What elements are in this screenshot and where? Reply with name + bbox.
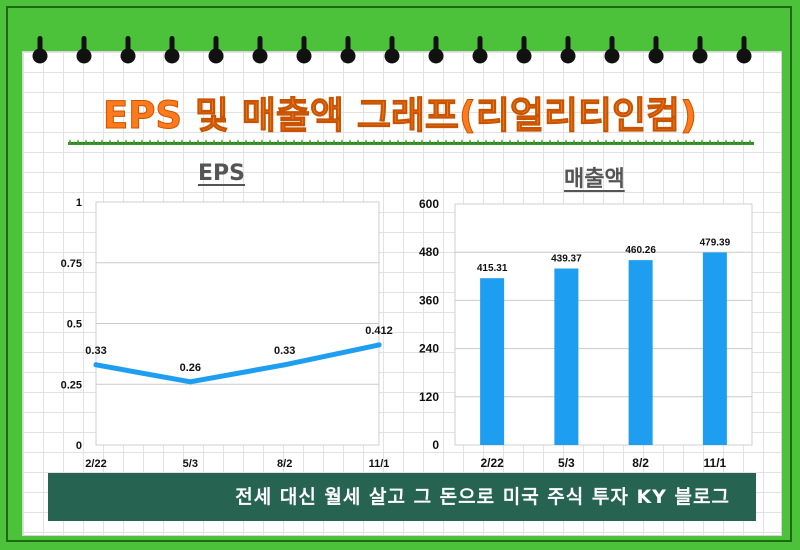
- revenue-bar-chart: 0 120 240 360 480 600 2/22 5/3 8/2 11/1 415.31 43…: [419, 197, 753, 470]
- eps-data-label: 0.33: [85, 345, 106, 357]
- revenue-xtick-label: 11/1: [704, 456, 727, 470]
- eps-point: [282, 362, 288, 368]
- revenue-ytick-label: 0: [432, 438, 439, 452]
- binder-ring-icon: [164, 36, 180, 66]
- revenue-bar: [628, 260, 653, 445]
- binder-ring-icon: [692, 36, 708, 66]
- eps-ytick-label: 0.75: [61, 258, 82, 270]
- revenue-data-label: 415.31: [477, 263, 508, 274]
- binder-ring-icon: [76, 36, 92, 66]
- eps-ytick-label: 1: [76, 197, 82, 209]
- page-title: EPS 및 매출액 그래프(리얼리티인컴): [102, 94, 698, 138]
- eps-xtick-label: 11/1: [369, 458, 390, 470]
- revenue-chart-title: 매출액: [564, 167, 625, 192]
- eps-ytick-label: 0: [76, 440, 82, 452]
- revenue-data-label: 460.26: [625, 245, 656, 256]
- binder-ring-icon: [120, 36, 136, 66]
- eps-chart-title: EPS: [198, 161, 245, 186]
- binder-ring-icon: [560, 36, 576, 66]
- eps-ytick-label: 0.25: [61, 379, 82, 391]
- eps-xtick-label: 5/3: [183, 458, 198, 470]
- eps-data-label: 0.26: [180, 362, 201, 374]
- revenue-ytick-label: 360: [419, 293, 439, 307]
- revenue-data-label: 479.39: [700, 237, 731, 248]
- revenue-ytick-label: 240: [419, 342, 439, 356]
- eps-data-label: 0.33: [274, 345, 295, 357]
- revenue-ytick-label: 120: [419, 390, 439, 404]
- revenue-xtick-label: 8/2: [632, 456, 649, 470]
- revenue-data-label: 439.37: [551, 254, 582, 265]
- revenue-bar: [480, 278, 505, 445]
- eps-xtick-label: 2/22: [85, 458, 106, 470]
- eps-line-chart: 0 0.25 0.5 0.75 1 2/22 5/3 8/2 11/1 0.33 0.26 0.3…: [61, 197, 393, 470]
- binder-ring-icon: [32, 36, 48, 66]
- binder-ring-icon: [736, 36, 752, 66]
- revenue-bar: [554, 268, 579, 445]
- binder-ring-icon: [516, 36, 532, 66]
- binder-ring-icon: [252, 36, 268, 66]
- eps-data-label: 0.412: [365, 325, 393, 337]
- binder-ring-icon: [208, 36, 224, 66]
- binder-ring-icon: [384, 36, 400, 66]
- footer-banner: 전세 대신 월세 살고 그 돈으로 미국 주식 투자 KY 블로그: [48, 473, 756, 521]
- grass-divider: [68, 139, 754, 145]
- binder-ring-icon: [472, 36, 488, 66]
- revenue-xtick-label: 5/3: [558, 456, 575, 470]
- binder-ring-icon: [340, 36, 356, 66]
- binder-ring-icon: [428, 36, 444, 66]
- revenue-xtick-label: 2/22: [480, 456, 504, 470]
- revenue-ytick-label: 480: [419, 245, 439, 259]
- eps-series-line: [93, 342, 382, 385]
- eps-xtick-label: 8/2: [277, 458, 292, 470]
- eps-point: [187, 379, 193, 385]
- binder-ring-icon: [648, 36, 664, 66]
- revenue-ytick-label: 600: [419, 197, 439, 211]
- revenue-bar: [702, 252, 727, 445]
- binder-ring-icon: [296, 36, 312, 66]
- eps-ytick-label: 0.5: [67, 319, 82, 331]
- eps-point: [376, 342, 382, 348]
- binder-ring-icon: [604, 36, 620, 66]
- eps-point: [93, 362, 99, 368]
